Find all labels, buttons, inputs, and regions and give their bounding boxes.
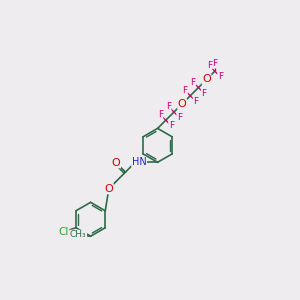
Text: F: F: [190, 78, 196, 87]
Text: F: F: [207, 61, 212, 70]
Text: O: O: [202, 74, 211, 84]
Text: F: F: [177, 113, 182, 122]
Text: F: F: [193, 97, 198, 106]
Text: F: F: [212, 59, 217, 68]
Text: F: F: [166, 102, 171, 111]
Text: Cl: Cl: [58, 227, 69, 237]
Text: O: O: [112, 158, 121, 168]
Text: CH₃: CH₃: [70, 230, 87, 239]
Text: F: F: [201, 88, 206, 98]
Text: F: F: [218, 72, 223, 81]
Text: F: F: [158, 110, 163, 119]
Text: F: F: [169, 121, 174, 130]
Text: F: F: [182, 86, 188, 95]
Text: HN: HN: [132, 157, 146, 167]
Text: O: O: [178, 99, 187, 109]
Text: O: O: [104, 184, 113, 194]
